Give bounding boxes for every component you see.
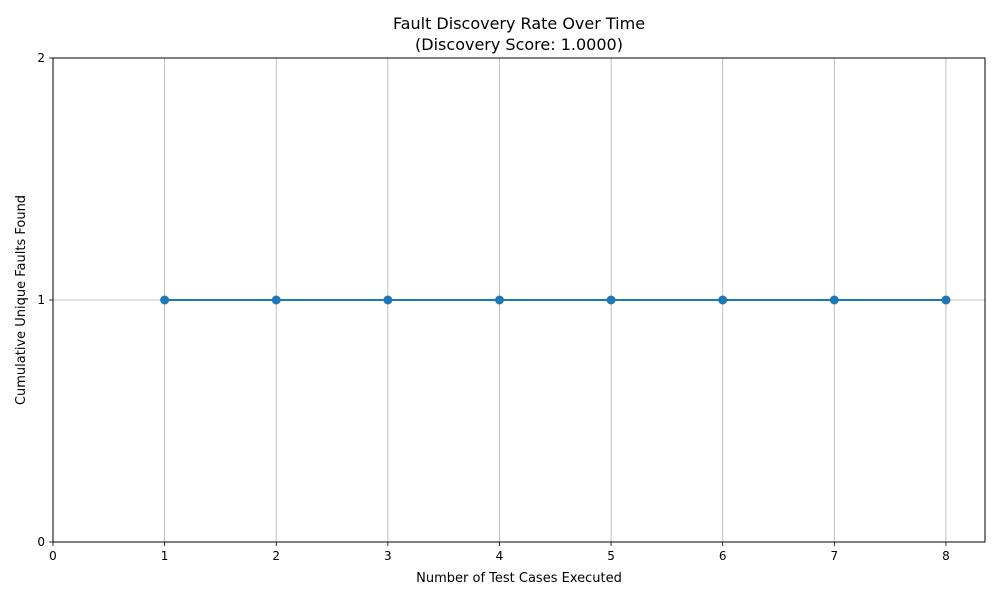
y-tick-label: 1 bbox=[37, 293, 45, 307]
x-axis-label: Number of Test Cases Executed bbox=[416, 571, 622, 586]
y-tick-label: 0 bbox=[37, 535, 45, 549]
data-point bbox=[383, 295, 393, 305]
data-point bbox=[718, 295, 728, 305]
x-axis-ticks: 0 1 2 3 4 5 6 7 8 bbox=[49, 542, 950, 563]
x-tick-label: 3 bbox=[384, 549, 392, 563]
data-point bbox=[829, 295, 839, 305]
x-tick-label: 5 bbox=[607, 549, 615, 563]
data-point bbox=[160, 295, 170, 305]
data-point bbox=[606, 295, 616, 305]
y-axis-label: Cumulative Unique Faults Found bbox=[14, 195, 29, 405]
y-tick-label: 2 bbox=[37, 51, 45, 65]
x-tick-label: 7 bbox=[830, 549, 838, 563]
x-tick-label: 4 bbox=[496, 549, 504, 563]
data-point bbox=[494, 295, 504, 305]
chart-subtitle: (Discovery Score: 1.0000) bbox=[415, 35, 623, 54]
x-tick-label: 1 bbox=[161, 549, 169, 563]
data-point bbox=[941, 295, 951, 305]
x-tick-label: 2 bbox=[272, 549, 280, 563]
y-axis-ticks: 0 1 2 bbox=[37, 51, 53, 549]
x-tick-label: 8 bbox=[942, 549, 950, 563]
chart-title: Fault Discovery Rate Over Time bbox=[393, 14, 645, 33]
data-point bbox=[271, 295, 281, 305]
series-layer bbox=[160, 295, 951, 305]
x-tick-label: 0 bbox=[49, 549, 57, 563]
x-tick-label: 6 bbox=[719, 549, 727, 563]
